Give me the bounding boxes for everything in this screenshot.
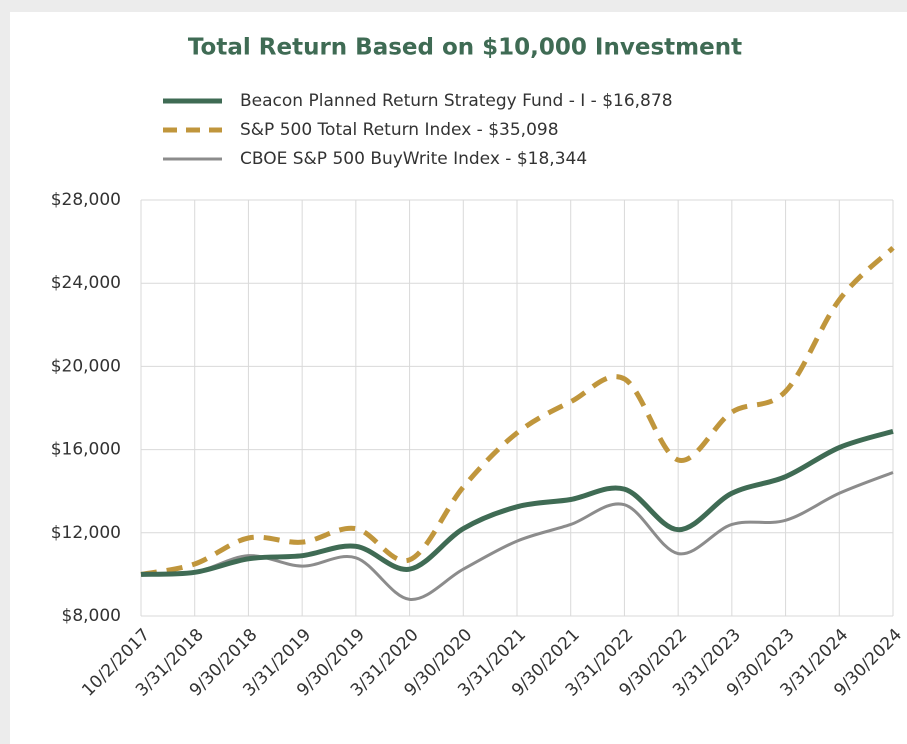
legend-label: Beacon Planned Return Strategy Fund - I … xyxy=(240,91,673,111)
series-line xyxy=(140,246,895,577)
legend-label: S&P 500 Total Return Index - $35,098 xyxy=(240,120,559,140)
y-tick-label: $12,000 xyxy=(51,523,121,543)
chart-title: Total Return Based on $10,000 Investment xyxy=(188,35,742,61)
card xyxy=(10,12,907,744)
legend-label: CBOE S&P 500 BuyWrite Index - $18,344 xyxy=(240,149,587,169)
y-tick-label: $20,000 xyxy=(51,356,121,376)
y-tick-label: $8,000 xyxy=(62,606,121,626)
y-tick-label: $28,000 xyxy=(51,190,121,210)
series-line xyxy=(140,428,894,577)
y-tick-label: $24,000 xyxy=(51,273,121,293)
y-tick-label: $16,000 xyxy=(51,440,121,460)
